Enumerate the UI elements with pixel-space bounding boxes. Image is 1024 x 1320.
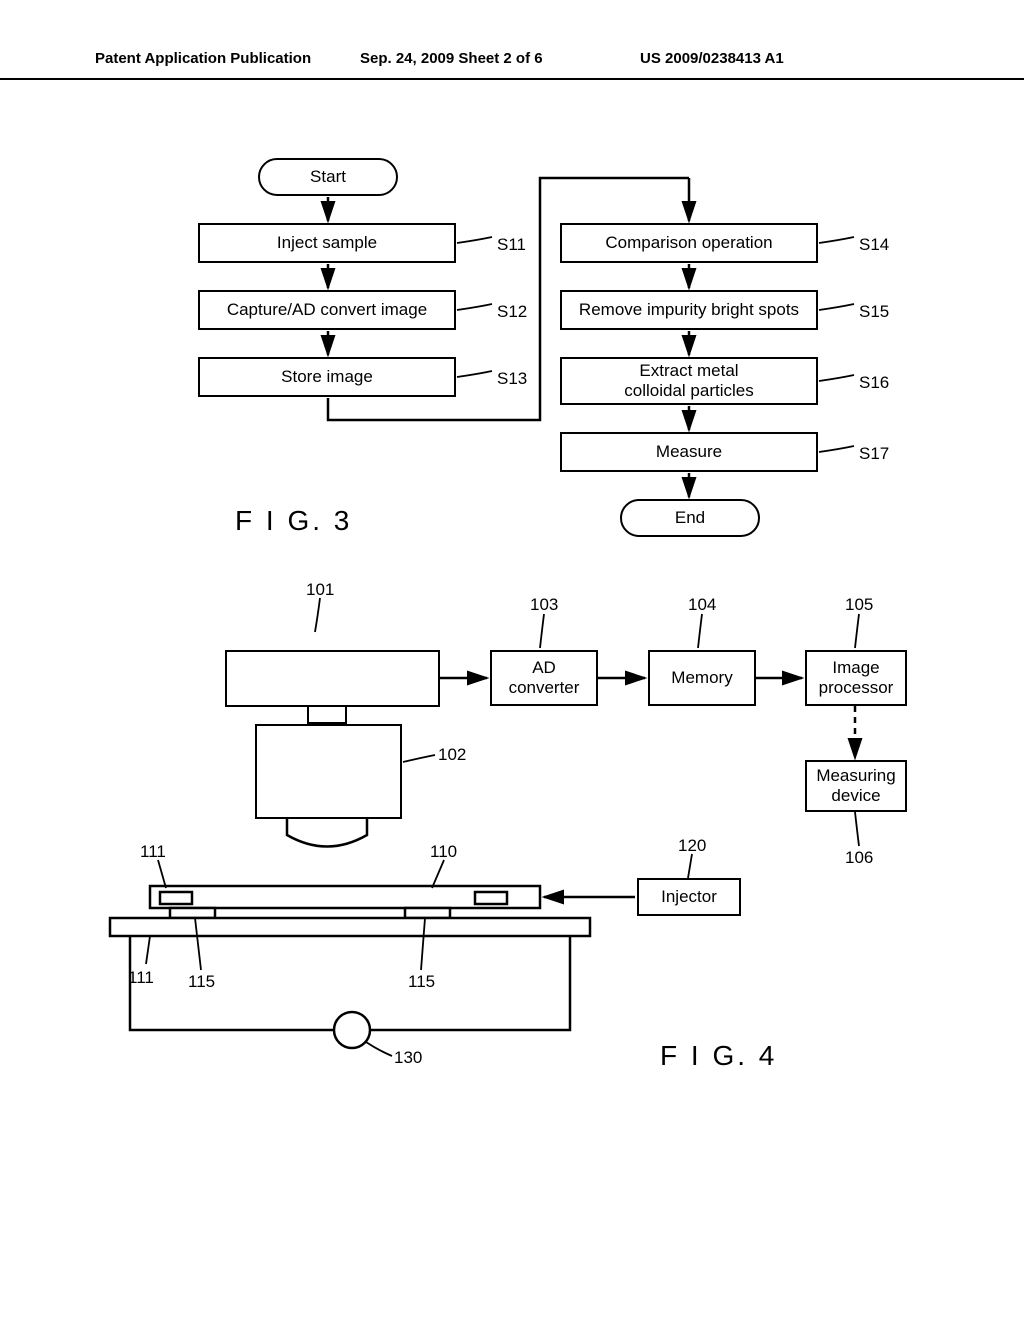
ref-115-right: 115 <box>408 972 435 992</box>
tag-s13: S13 <box>497 369 527 389</box>
block-measdev: Measuring device <box>805 760 907 812</box>
step-s13-label: Store image <box>281 367 373 387</box>
imgproc-label: Image processor <box>819 658 894 697</box>
step-s15: Remove impurity bright spots <box>560 290 818 330</box>
block-imgproc: Image processor <box>805 650 907 706</box>
fig3-arrows <box>0 0 1024 560</box>
ref-105: 105 <box>845 595 873 615</box>
ref-102: 102 <box>438 745 466 765</box>
ref-130: 130 <box>394 1048 422 1068</box>
step-s14-label: Comparison operation <box>605 233 772 253</box>
step-s11-label: Inject sample <box>277 233 377 253</box>
connector-101-102 <box>307 707 347 724</box>
ref-111-bot: 111 <box>128 968 154 988</box>
injector-label: Injector <box>661 887 717 907</box>
tag-s15: S15 <box>859 302 889 322</box>
ref-115-left: 115 <box>188 972 215 992</box>
step-s17-label: Measure <box>656 442 722 462</box>
block-102a <box>255 724 402 819</box>
step-s11: Inject sample <box>198 223 456 263</box>
fig4-title: F I G. 4 <box>660 1040 777 1072</box>
step-s14: Comparison operation <box>560 223 818 263</box>
tag-s16: S16 <box>859 373 889 393</box>
ref-104: 104 <box>688 595 716 615</box>
ref-101: 101 <box>306 580 334 600</box>
ref-120: 120 <box>678 836 706 856</box>
end-terminator: End <box>620 499 760 537</box>
fig3-title: F I G. 3 <box>235 505 352 537</box>
step-s16: Extract metal colloidal particles <box>560 357 818 405</box>
measdev-label: Measuring device <box>816 766 895 805</box>
block-adconverter: AD converter <box>490 650 598 706</box>
step-s12: Capture/AD convert image <box>198 290 456 330</box>
ref-110: 110 <box>430 842 457 862</box>
step-s16-label: Extract metal colloidal particles <box>624 361 753 400</box>
block-injector: Injector <box>637 878 741 916</box>
start-terminator: Start <box>258 158 398 196</box>
tag-s17: S17 <box>859 444 889 464</box>
step-s15-label: Remove impurity bright spots <box>579 300 799 320</box>
memory-label: Memory <box>671 668 732 688</box>
fig3-diagram: Start Inject sample S11 Capture/AD conve… <box>0 0 1024 560</box>
adconverter-label: AD converter <box>509 658 580 697</box>
ref-111-top: 111 <box>140 842 166 862</box>
step-s13: Store image <box>198 357 456 397</box>
ref-103: 103 <box>530 595 558 615</box>
step-s12-label: Capture/AD convert image <box>227 300 427 320</box>
tag-s11: S11 <box>497 235 526 255</box>
step-s17: Measure <box>560 432 818 472</box>
fig4-diagram: AD converter Memory Image processor Meas… <box>0 590 1024 1230</box>
block-memory: Memory <box>648 650 756 706</box>
ref-106: 106 <box>845 848 873 868</box>
start-label: Start <box>310 167 346 187</box>
end-label: End <box>675 508 705 528</box>
block-101 <box>225 650 440 707</box>
tag-s12: S12 <box>497 302 527 322</box>
tag-s14: S14 <box>859 235 889 255</box>
